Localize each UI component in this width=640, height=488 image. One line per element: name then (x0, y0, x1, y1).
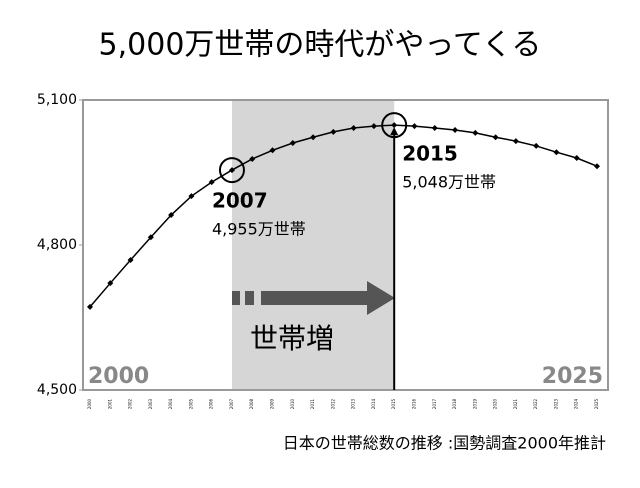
x-tick-label: 2015 (391, 398, 396, 409)
arrow-body (261, 291, 369, 305)
x-tick-label: 2007 (229, 398, 234, 409)
data-point (147, 234, 154, 241)
data-line (89, 124, 598, 308)
x-tick-label: 2000 (87, 398, 92, 409)
callout-value: 5,048万世帯 (402, 173, 496, 192)
data-point (370, 123, 377, 130)
x-tick-label: 2009 (270, 398, 275, 409)
arrow-dash (232, 291, 240, 305)
data-point (594, 163, 600, 170)
x-tick-label: 2003 (148, 398, 153, 409)
callout-circle (218, 157, 245, 184)
x-tick-label: 2018 (452, 398, 457, 409)
arrow-label: 世帯増 (250, 322, 334, 355)
data-point (289, 140, 296, 147)
data-point (533, 142, 540, 149)
data-point (208, 179, 215, 186)
y-tick-label: 5,100 (37, 92, 77, 108)
data-point (350, 125, 357, 132)
x-tick-label: 2011 (310, 398, 315, 409)
data-point (330, 128, 337, 135)
x-tick-label: 2020 (493, 398, 498, 409)
range-start-label: 2000 (88, 364, 149, 389)
source-note: 日本の世帯総数の推移 :国勢調査2000年推計 (283, 434, 606, 453)
x-tick-label: 2023 (553, 398, 558, 409)
data-point (431, 125, 438, 132)
callout-year: 2015 (402, 142, 458, 166)
x-tick-label: 2019 (472, 398, 477, 409)
data-point (228, 167, 235, 174)
x-tick-label: 2012 (330, 398, 335, 409)
x-tick-label: 2008 (249, 398, 254, 409)
data-point (411, 123, 418, 130)
data-point (391, 122, 398, 129)
data-point (168, 212, 175, 219)
data-point (107, 280, 114, 287)
x-tick-label: 2005 (188, 398, 193, 409)
x-tick-label: 2021 (513, 398, 518, 409)
x-tick-label: 2017 (432, 398, 437, 409)
callout-year: 2007 (212, 189, 268, 213)
data-point (553, 149, 560, 156)
range-end-label: 2025 (542, 364, 603, 389)
callout-arrowhead (390, 127, 399, 136)
callout-value: 4,955万世帯 (212, 220, 306, 239)
data-point (249, 155, 256, 162)
data-point (87, 303, 93, 310)
arrow-head (367, 281, 395, 315)
y-tick-label: 4,800 (37, 237, 77, 253)
data-point (127, 256, 134, 263)
x-tick-label: 2001 (107, 398, 112, 409)
highlight-span (231, 100, 395, 390)
data-point (188, 193, 195, 200)
data-point (472, 129, 479, 136)
arrow-dash (245, 291, 254, 305)
data-point (573, 155, 580, 161)
x-tick-label: 2014 (371, 398, 376, 409)
y-tick-label: 4,500 (37, 382, 77, 398)
x-tick-label: 2024 (574, 398, 579, 409)
data-point (512, 138, 519, 145)
data-point (269, 147, 276, 154)
data-point (492, 134, 499, 141)
data-point (452, 126, 459, 133)
x-tick-label: 2013 (351, 398, 356, 409)
data-point (310, 134, 317, 141)
chart-title: 5,000万世帯の時代がやってくる (99, 28, 542, 63)
x-tick-label: 2004 (168, 398, 173, 409)
x-tick-label: 2025 (594, 398, 599, 409)
x-tick-label: 2016 (411, 398, 416, 409)
x-tick-label: 2010 (290, 398, 295, 409)
x-tick-label: 2022 (533, 398, 538, 409)
x-tick-label: 2002 (128, 398, 133, 409)
x-tick-label: 2006 (209, 398, 214, 409)
